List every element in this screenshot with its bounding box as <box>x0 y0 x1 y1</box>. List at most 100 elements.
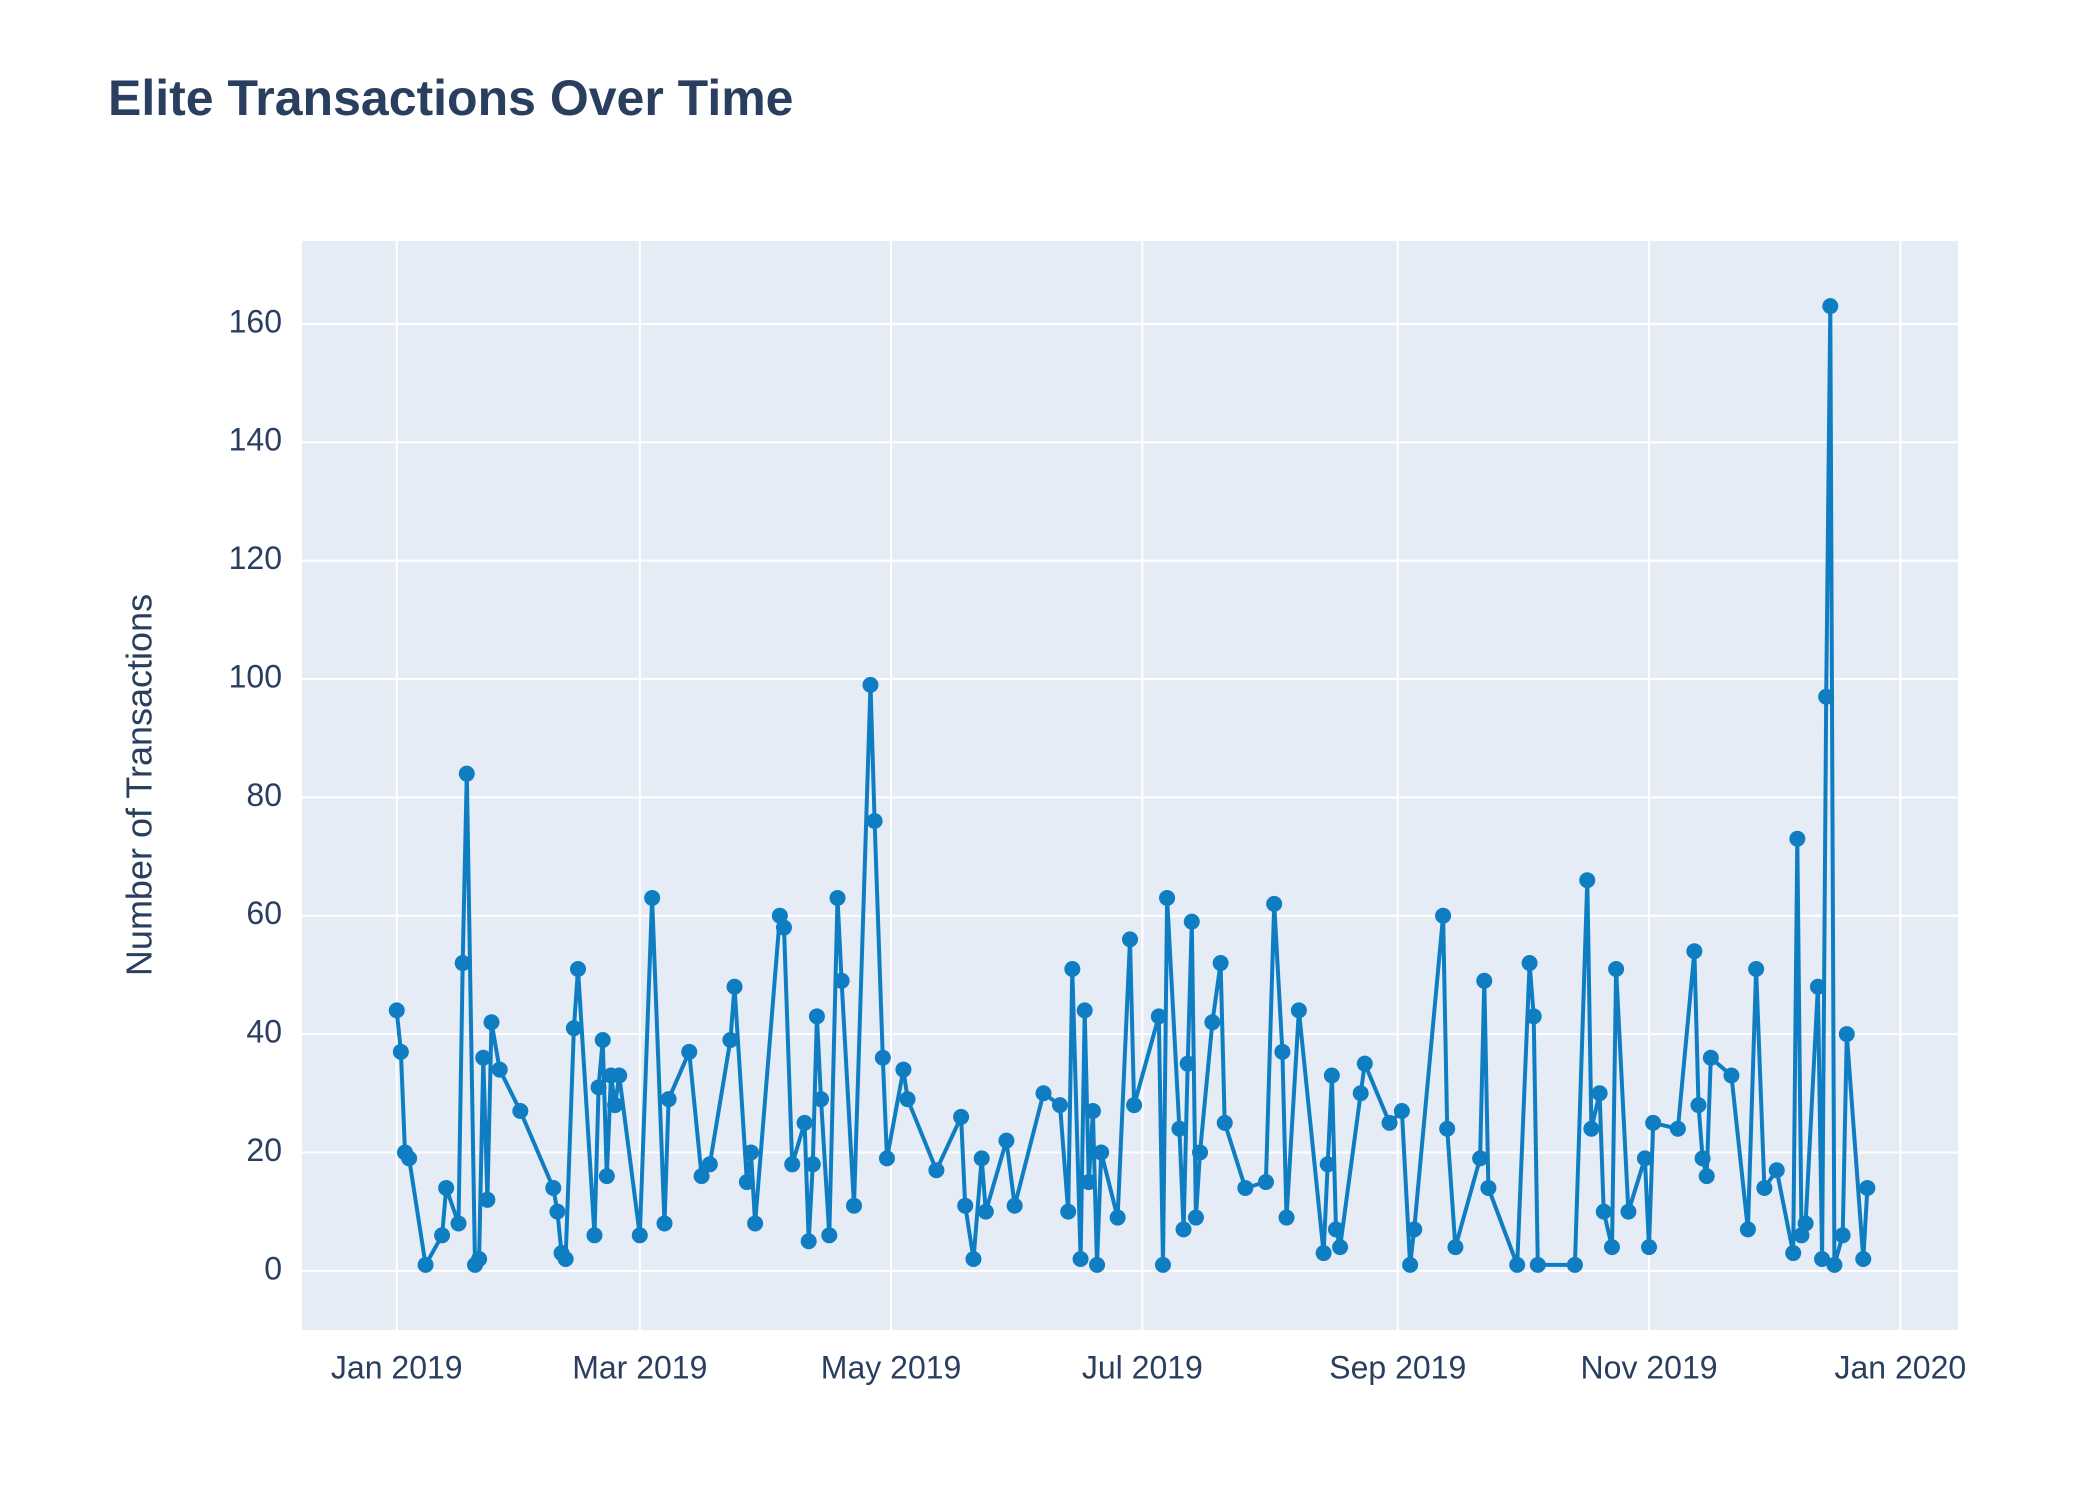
data-point <box>1216 1114 1233 1131</box>
data-point <box>1826 1256 1843 1273</box>
x-tick-label: Nov 2019 <box>1581 1349 1718 1385</box>
data-point <box>1698 1168 1715 1185</box>
data-point <box>1072 1250 1089 1267</box>
data-point <box>862 676 879 693</box>
data-point <box>1237 1179 1254 1196</box>
data-point <box>1509 1256 1526 1273</box>
data-point <box>1402 1256 1419 1273</box>
data-point <box>1591 1085 1608 1102</box>
data-point <box>965 1250 982 1267</box>
data-point <box>450 1215 467 1232</box>
data-point <box>957 1197 974 1214</box>
data-point <box>660 1091 677 1108</box>
data-point <box>586 1227 603 1244</box>
data-point <box>796 1114 813 1131</box>
data-point <box>475 1049 492 1066</box>
y-tick-label: 80 <box>246 777 282 813</box>
data-point <box>438 1179 455 1196</box>
data-point <box>1084 1103 1101 1120</box>
data-point <box>1822 298 1839 315</box>
data-point <box>656 1215 673 1232</box>
data-point <box>1686 943 1703 960</box>
data-point <box>743 1144 760 1161</box>
data-point <box>1641 1239 1658 1256</box>
data-point <box>1183 913 1200 930</box>
data-point <box>594 1031 611 1048</box>
data-point <box>808 1008 825 1025</box>
data-point <box>434 1227 451 1244</box>
data-point <box>631 1227 648 1244</box>
data-point <box>1859 1179 1876 1196</box>
data-point <box>1204 1014 1221 1031</box>
data-point <box>1579 872 1596 889</box>
data-point <box>512 1103 529 1120</box>
data-point <box>1150 1008 1167 1025</box>
data-point <box>1694 1150 1711 1167</box>
data-point <box>1064 960 1081 977</box>
data-point <box>821 1227 838 1244</box>
data-point <box>1393 1103 1410 1120</box>
data-point <box>800 1233 817 1250</box>
y-tick-label: 40 <box>246 1014 282 1050</box>
data-point <box>1620 1203 1637 1220</box>
data-point <box>1690 1097 1707 1114</box>
y-tick-label: 0 <box>264 1250 282 1286</box>
data-point <box>611 1067 628 1084</box>
data-point <box>1274 1043 1291 1060</box>
data-point <box>1645 1114 1662 1131</box>
data-point <box>1809 978 1826 995</box>
y-tick-label: 60 <box>246 895 282 931</box>
data-point <box>813 1091 830 1108</box>
data-point <box>1080 1174 1097 1191</box>
x-tick-label: Jan 2020 <box>1834 1349 1966 1385</box>
x-tick-label: Jan 2019 <box>331 1349 463 1385</box>
data-point <box>953 1108 970 1125</box>
data-point <box>1603 1239 1620 1256</box>
data-point <box>1076 1002 1093 1019</box>
data-point <box>1327 1221 1344 1238</box>
data-point <box>644 889 661 906</box>
data-point <box>1838 1026 1855 1043</box>
data-point <box>454 955 471 972</box>
data-point <box>1352 1085 1369 1102</box>
data-point <box>977 1203 994 1220</box>
data-point <box>1439 1120 1456 1137</box>
data-point <box>1834 1227 1851 1244</box>
data-point <box>1756 1179 1773 1196</box>
data-point <box>1315 1245 1332 1262</box>
data-point <box>491 1061 508 1078</box>
data-point <box>1175 1221 1192 1238</box>
data-point <box>1266 895 1283 912</box>
data-point <box>1566 1256 1583 1273</box>
data-point <box>607 1097 624 1114</box>
data-point <box>1521 955 1538 972</box>
data-point <box>899 1091 916 1108</box>
x-tick-label: Jul 2019 <box>1082 1349 1203 1385</box>
data-point <box>598 1168 615 1185</box>
data-point <box>1583 1120 1600 1137</box>
data-point <box>784 1156 801 1173</box>
data-point <box>1669 1120 1686 1137</box>
x-tick-label: May 2019 <box>821 1349 962 1385</box>
data-point <box>1035 1085 1052 1102</box>
data-point <box>738 1174 755 1191</box>
data-point <box>1278 1209 1295 1226</box>
data-point <box>1159 889 1176 906</box>
data-point <box>549 1203 566 1220</box>
data-point <box>846 1197 862 1214</box>
data-point <box>1126 1097 1143 1114</box>
data-point <box>1476 972 1493 989</box>
y-tick-label: 100 <box>229 658 282 694</box>
data-point <box>471 1250 488 1267</box>
data-point <box>747 1215 764 1232</box>
y-tick-label: 140 <box>229 422 282 458</box>
data-point <box>1192 1144 1209 1161</box>
data-point <box>1171 1120 1188 1137</box>
data-point <box>1797 1215 1814 1232</box>
data-point <box>479 1191 496 1208</box>
y-tick-label: 120 <box>229 540 282 576</box>
data-point <box>1381 1114 1398 1131</box>
data-point <box>829 889 846 906</box>
data-point <box>1319 1156 1336 1173</box>
